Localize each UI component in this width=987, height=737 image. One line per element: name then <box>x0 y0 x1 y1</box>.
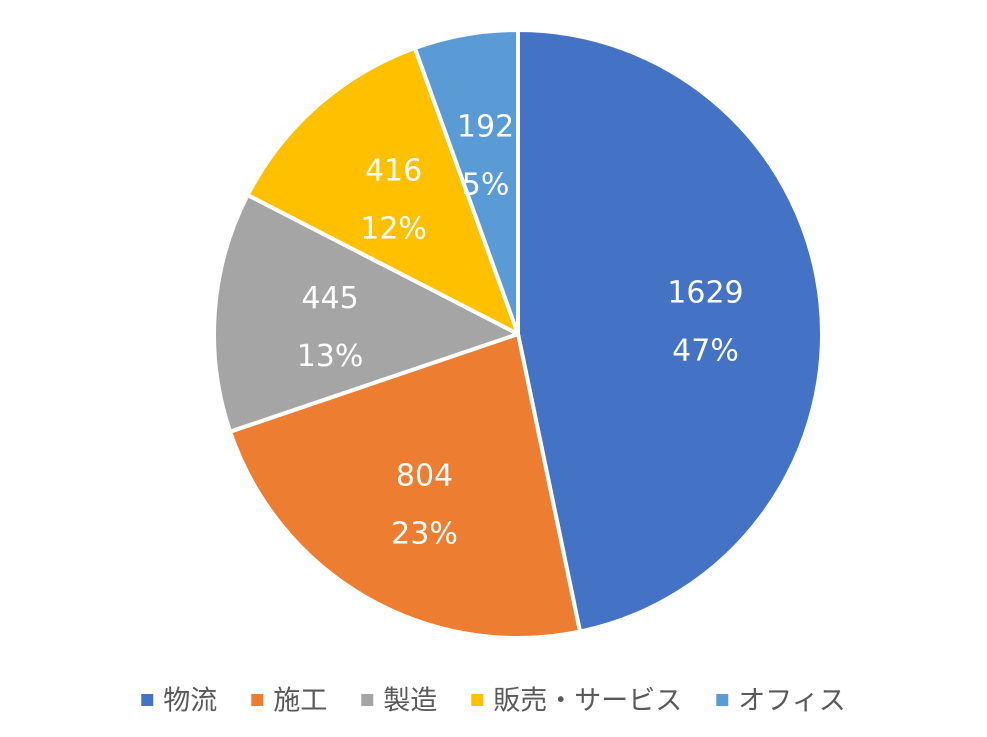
pie-slice-1 <box>228 332 583 640</box>
slice-percent-label-2: 13% <box>297 339 364 374</box>
pie-slices <box>212 28 824 640</box>
legend: 物流 施工 製造 販売・サービス オフィス <box>141 686 846 717</box>
slice-labels: 1629 47% 804 23% 445 13% 416 12% 192 5% <box>297 109 744 551</box>
legend-marker-0 <box>141 694 154 706</box>
slice-value-label-0: 1629 <box>667 276 743 311</box>
legend-label-0: 物流 <box>163 686 217 717</box>
slice-value-label-4: 192 <box>457 109 514 144</box>
legend-marker-4 <box>716 694 729 706</box>
slice-value-label-3: 416 <box>365 153 422 188</box>
pie-slice-0 <box>516 28 824 634</box>
slice-value-label-1: 804 <box>396 459 453 494</box>
pie-slice-2 <box>212 192 520 434</box>
slice-percent-label-0: 47% <box>672 334 739 369</box>
legend-label-2: 製造 <box>383 686 437 717</box>
pie-slice-4 <box>412 28 520 336</box>
slice-percent-label-4: 5% <box>462 167 510 202</box>
slice-percent-label-1: 23% <box>391 517 458 552</box>
legend-marker-2 <box>361 694 374 706</box>
slice-value-label-2: 445 <box>301 281 358 316</box>
legend-label-1: 施工 <box>273 686 327 717</box>
legend-label-3: 販売・サービス <box>493 686 682 717</box>
slice-percent-label-3: 12% <box>360 211 427 246</box>
legend-marker-1 <box>251 694 264 706</box>
legend-marker-3 <box>471 694 484 706</box>
pie-slice-3 <box>245 46 520 336</box>
legend-label-4: オフィス <box>738 686 845 717</box>
